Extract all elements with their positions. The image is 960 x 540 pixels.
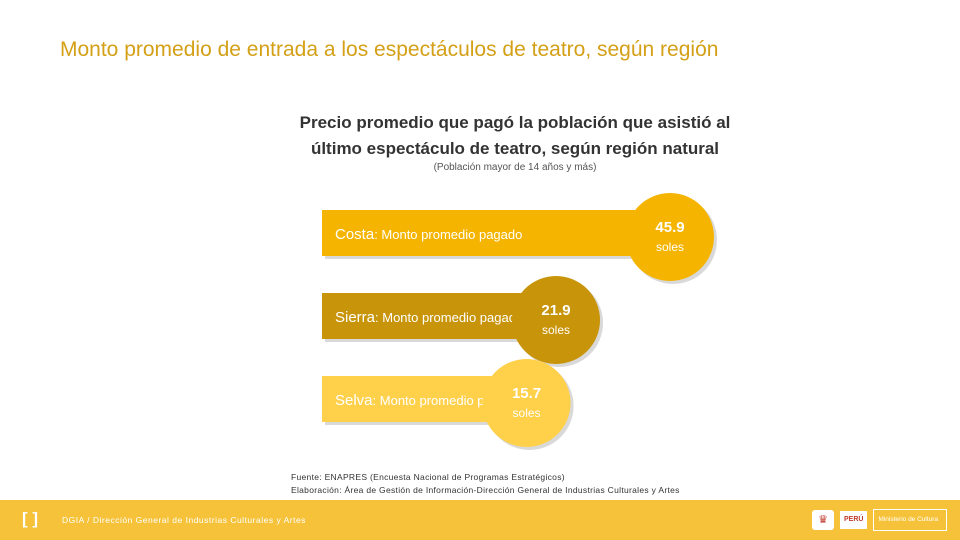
bar-description: : Monto promedio pagado <box>375 310 523 325</box>
footer-text: DGIA / Dirección General de Industrias C… <box>62 515 306 525</box>
chart-title-line-1: Precio promedio que pagó la población qu… <box>299 113 731 132</box>
bar-label: Sierra: Monto promedio pagado <box>335 309 523 326</box>
peru-label: PERÚ <box>840 511 868 529</box>
ministry-label: Ministerio de Cultura <box>873 509 948 531</box>
ministry-branding: ♛ PERÚ Ministerio de Cultura <box>812 508 948 532</box>
bar-row-costa: Costa: Monto promedio pagado 45.9 soles <box>322 193 717 284</box>
value-circle <box>626 193 714 281</box>
unit-label: soles <box>542 323 570 337</box>
category-label: Costa <box>335 226 375 243</box>
footer-bar: [ ] DGIA / Dirección General de Industri… <box>0 500 960 540</box>
value-label: 45.9 <box>655 219 684 236</box>
value-circle <box>482 359 571 447</box>
value-circle <box>512 276 601 364</box>
chart-subtitle: (Población mayor de 14 años y más) <box>433 162 597 173</box>
source-note: Fuente: ENAPRES (Encuesta Nacional de Pr… <box>291 471 680 497</box>
dgia-logo: [ ] <box>22 509 39 528</box>
value-label: 15.7 <box>512 385 541 402</box>
unit-label: soles <box>656 240 684 254</box>
bar-label: Costa: Monto promedio pagado <box>335 226 522 243</box>
bar-description: : Monto promedio pagado <box>374 227 522 242</box>
page-title: Monto promedio de entrada a los espectác… <box>60 38 719 61</box>
value-label: 21.9 <box>541 302 570 319</box>
bar <box>322 210 670 256</box>
chart-title: Precio promedio que pagó la población qu… <box>270 110 760 162</box>
peru-coat-of-arms-icon: ♛ <box>812 510 834 530</box>
category-label: Sierra <box>335 309 376 326</box>
bar-row-sierra: Sierra: Monto promedio pagado 21.9 soles <box>322 276 604 367</box>
chart-title-line-2: último espectáculo de teatro, según regi… <box>310 139 720 158</box>
unit-label: soles <box>513 406 541 420</box>
source-line: Fuente: ENAPRES (Encuesta Nacional de Pr… <box>291 472 565 482</box>
category-label: Selva <box>335 392 373 409</box>
credits-line: Elaboración: Área de Gestión de Informac… <box>291 485 680 495</box>
